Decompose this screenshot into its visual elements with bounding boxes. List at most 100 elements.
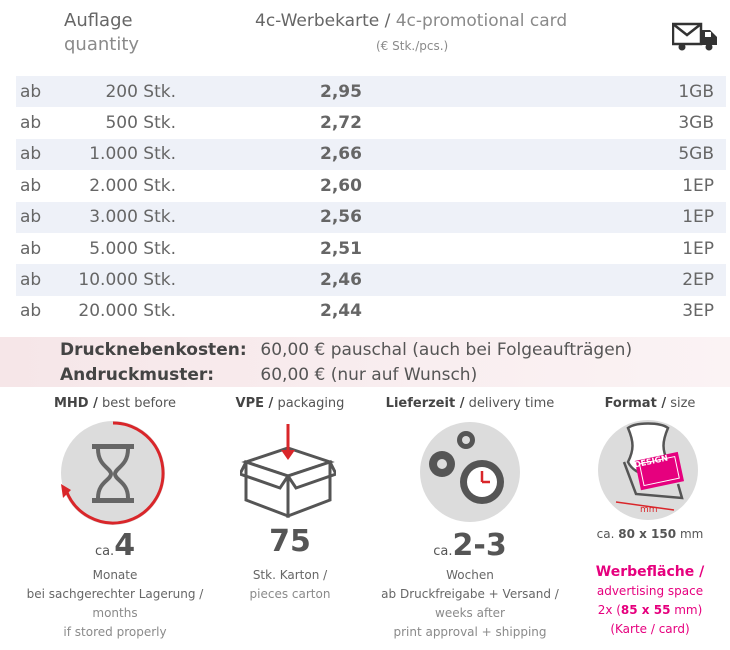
price-row: ab 2.000 Stk. 2,60 1EP bbox=[16, 170, 726, 201]
price-row-price: 2,60 bbox=[320, 175, 362, 196]
lieferzeit-line4: print approval + shipping bbox=[393, 625, 547, 639]
vpe-value: 75 bbox=[269, 524, 311, 559]
price-row-quantity: 20.000 Stk. bbox=[78, 301, 176, 322]
price-row-price: 2,66 bbox=[176, 138, 506, 171]
price-row-shipping: 2EP bbox=[506, 264, 726, 296]
price-row-quantity: 1.000 Stk. bbox=[64, 138, 176, 171]
price-row-quantity: 2.000 Stk. bbox=[89, 175, 176, 196]
druck-costs-value: 60,00 € pauschal (auch bei Folgeaufträge… bbox=[260, 340, 633, 360]
additional-costs-band: Drucknebenkosten: 60,00 € pauschal (auch… bbox=[0, 337, 730, 387]
mhd-value: 4 bbox=[114, 528, 136, 563]
mhd-line1: Monate bbox=[92, 568, 138, 582]
andruck-label: Andruckmuster: bbox=[60, 365, 215, 385]
vpe-description: Stk. Karton / pieces carton bbox=[205, 566, 375, 604]
price-row: ab 200 Stk. 2,95 1GB bbox=[16, 76, 726, 108]
price-row: ab 1.000 Stk. 2,66 5GB bbox=[16, 138, 726, 171]
lieferzeit-title-en: delivery time bbox=[468, 396, 555, 411]
mhd-title: MHD / best before bbox=[30, 396, 200, 411]
price-row-price: 2,46 bbox=[176, 264, 506, 296]
box-icon bbox=[237, 420, 339, 524]
price-row-ab: ab bbox=[20, 175, 42, 196]
mhd-line4: if stored properly bbox=[63, 625, 167, 639]
lieferzeit-value: 2-3 bbox=[452, 528, 507, 563]
lieferzeit-line2: ab Druckfreigabe + Versand / bbox=[381, 587, 559, 601]
envelope-truck-icon bbox=[671, 22, 720, 56]
unit-label: (€ Stk./pcs.) bbox=[376, 39, 449, 53]
lieferzeit-title-de: Lieferzeit / bbox=[385, 396, 465, 411]
price-row-ab: ab bbox=[16, 76, 64, 108]
format-title: Format / size bbox=[585, 396, 715, 411]
mhd-title-de: MHD / bbox=[53, 396, 98, 411]
format-size-value: 80 x 150 bbox=[618, 527, 677, 541]
werbe-title-de: Werbefläche / bbox=[595, 564, 705, 580]
quantity-header: Auflage quantity bbox=[64, 9, 139, 57]
andruck-row: Andruckmuster: 60,00 € (nur auf Wunsch) bbox=[60, 365, 477, 385]
price-row-shipping: 1EP bbox=[682, 175, 714, 196]
mhd-description: Monate bei sachgerechter Lagerung / mont… bbox=[15, 566, 215, 642]
druck-costs-label: Drucknebenkosten: bbox=[60, 340, 247, 360]
price-row-ab: ab bbox=[20, 238, 42, 259]
lieferzeit-prefix: ca. bbox=[433, 544, 453, 559]
price-row: ab 5.000 Stk. 2,51 1EP bbox=[16, 233, 726, 264]
price-row-price: 2,72 bbox=[320, 113, 362, 134]
mhd-line3: months bbox=[92, 606, 138, 620]
werbe-line2-pre: 2x ( bbox=[597, 603, 621, 617]
vpe-title-en: packaging bbox=[277, 396, 345, 411]
price-row-quantity: 5.000 Stk. bbox=[89, 238, 176, 259]
lieferzeit-value-line: ca.2-3 bbox=[380, 528, 560, 563]
price-row-ab: ab bbox=[20, 113, 42, 134]
price-row-ab: ab bbox=[16, 138, 64, 171]
format-size-prefix: ca. bbox=[596, 527, 615, 541]
price-row: ab 20.000 Stk. 2,44 3EP bbox=[16, 296, 726, 327]
card-holder-icon bbox=[596, 418, 700, 526]
format-size: ca. 80 x 150 mm bbox=[580, 527, 720, 541]
price-row-price: 2,95 bbox=[176, 76, 506, 108]
hourglass-icon bbox=[58, 418, 168, 532]
vpe-line1: Stk. Karton / bbox=[252, 568, 328, 582]
price-row-price: 2,51 bbox=[320, 238, 362, 259]
mhd-prefix: ca. bbox=[94, 544, 115, 559]
lieferzeit-description: Wochen ab Druckfreigabe + Versand / week… bbox=[365, 566, 575, 642]
price-table: ab 200 Stk. 2,95 1GB ab 500 Stk. 2,72 3GB ab 1.00… bbox=[16, 76, 726, 327]
price-row-shipping: 3GB bbox=[678, 113, 714, 134]
quantity-header-de: Auflage bbox=[64, 10, 133, 31]
werbe-line1: advertising space bbox=[596, 584, 704, 598]
werbe-line2: 2x (85 x 55 mm) bbox=[575, 601, 725, 620]
price-row-ab: ab bbox=[16, 201, 64, 233]
mhd-line2: bei sachgerechter Lagerung / bbox=[26, 587, 204, 601]
format-title-en: size bbox=[670, 396, 696, 411]
card-dimension-label: mm bbox=[640, 505, 658, 515]
format-size-unit: mm bbox=[679, 527, 704, 541]
price-row-quantity: 500 Stk. bbox=[105, 113, 176, 134]
price-row-price: 2,44 bbox=[320, 301, 362, 322]
quantity-header-en: quantity bbox=[64, 34, 140, 55]
price-row: ab 10.000 Stk. 2,46 2EP bbox=[16, 264, 726, 296]
price-row: ab 3.000 Stk. 2,56 1EP bbox=[16, 201, 726, 233]
price-row-ab: ab bbox=[20, 301, 42, 322]
price-row: ab 500 Stk. 2,72 3GB bbox=[16, 107, 726, 138]
price-row-shipping: 1EP bbox=[682, 238, 714, 259]
price-row-quantity: 10.000 Stk. bbox=[64, 264, 176, 296]
price-row-shipping: 3EP bbox=[682, 301, 714, 322]
werbe-line2-post: mm) bbox=[670, 603, 703, 617]
andruck-value: 60,00 € (nur auf Wunsch) bbox=[260, 365, 478, 385]
gears-clock-icon bbox=[418, 420, 522, 528]
vpe-line2: pieces carton bbox=[249, 587, 331, 601]
mhd-value-line: ca.4 bbox=[20, 528, 210, 563]
druck-costs-row: Drucknebenkosten: 60,00 € pauschal (auch… bbox=[60, 340, 632, 360]
price-row-price: 2,56 bbox=[176, 201, 506, 233]
werbeflaeche-info: Werbefläche / advertising space 2x (85 x… bbox=[575, 563, 725, 639]
price-row-shipping: 1EP bbox=[506, 201, 726, 233]
werbe-line2-bold: 85 x 55 bbox=[620, 603, 671, 617]
lieferzeit-title: Lieferzeit / delivery time bbox=[380, 396, 560, 411]
product-header-de: 4c-Werbekarte / bbox=[255, 11, 391, 31]
lieferzeit-line1: Wochen bbox=[446, 568, 494, 582]
price-row-ab: ab bbox=[16, 264, 64, 296]
price-row-shipping: 1GB bbox=[506, 76, 726, 108]
lieferzeit-line3: weeks after bbox=[435, 606, 505, 620]
product-header: 4c-Werbekarte / 4c-promotional card bbox=[255, 9, 585, 33]
vpe-title: VPE / packaging bbox=[210, 396, 370, 411]
price-row-quantity: 3.000 Stk. bbox=[64, 201, 176, 233]
mhd-title-en: best before bbox=[101, 396, 177, 411]
price-row-quantity: 200 Stk. bbox=[64, 76, 176, 108]
